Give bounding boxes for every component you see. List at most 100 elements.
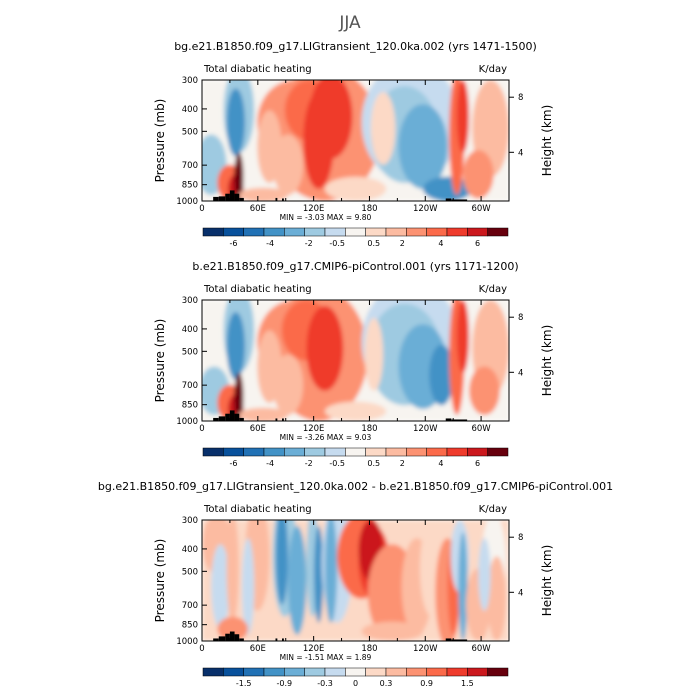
terrain-mask <box>445 198 452 201</box>
x-tick-label: 180 <box>361 424 377 434</box>
x-tick-label: 60E <box>250 204 266 214</box>
y2-tick-label: 8 <box>518 93 523 103</box>
colorbar-swatch <box>385 447 407 457</box>
colorbar-label: 2 <box>400 459 405 468</box>
terrain-mask <box>225 413 230 421</box>
heatmap-cell <box>458 532 468 641</box>
colorbar-label: 2 <box>400 239 405 248</box>
colorbar-label: -2 <box>305 459 313 468</box>
colorbar-label: 0.5 <box>367 459 380 468</box>
colorbar-label: -6 <box>230 459 238 468</box>
colorbar-swatch <box>263 447 285 457</box>
terrain-mask <box>275 197 278 201</box>
colorbar-swatch <box>243 447 265 457</box>
terrain-mask <box>218 196 226 201</box>
x-tick-label: 0 <box>199 644 204 654</box>
y-axis-title: Pressure (mb) <box>153 319 167 403</box>
colorbar-swatch <box>284 667 305 677</box>
heatmap-cell <box>303 92 335 189</box>
colorbar-label: 0 <box>353 679 358 688</box>
colorbar-label: -0.9 <box>277 679 293 688</box>
units-label: K/day <box>479 284 507 295</box>
heatmap-cell <box>257 110 282 183</box>
heatmap-cell <box>234 372 244 421</box>
panel-2: bg.e21.B1850.f09_g17.LIGtransient_120.0k… <box>98 480 613 688</box>
y-tick-label: 1000 <box>176 417 198 427</box>
y2-tick-label: 4 <box>518 368 523 378</box>
heatmap-shading <box>202 80 509 201</box>
panel-title: bg.e21.B1850.f09_g17.LIGtransient_120.0k… <box>174 40 537 53</box>
colorbar-label: 6 <box>475 239 480 248</box>
colorbar-swatch <box>202 447 224 457</box>
terrain-mask <box>239 638 244 641</box>
min-max-label: MIN = -1.51 MAX = 1.89 <box>280 653 372 662</box>
heatmap-cell <box>462 150 494 199</box>
heatmap-cell <box>241 538 255 635</box>
colorbar: -6 -4 -2 -0.5 0.5 2 4 6 <box>202 447 509 468</box>
terrain-mask <box>234 413 240 421</box>
colorbar-swatch <box>263 667 285 677</box>
terrain-mask <box>229 410 235 421</box>
x-tick-label: 60E <box>250 424 266 434</box>
y2-axis-title: Height (km) <box>540 545 554 616</box>
colorbar-swatch <box>487 227 509 237</box>
colorbar-swatch <box>304 227 326 237</box>
y2-tick-label: 4 <box>518 148 523 158</box>
heatmap-cell <box>234 152 244 201</box>
terrain-mask <box>229 190 235 201</box>
colorbar: -6 -4 -2 -0.5 0.5 2 4 6 <box>202 227 509 248</box>
heatmap-cell <box>314 526 324 623</box>
y-tick-label: 400 <box>182 545 198 555</box>
heatmap-cell <box>469 366 500 415</box>
terrain-mask <box>451 419 468 421</box>
units-label: K/day <box>479 504 507 515</box>
colorbar-label: -0.5 <box>329 239 345 248</box>
colorbar-swatch <box>467 667 488 677</box>
heatmap-field <box>202 300 509 421</box>
x-tick-label: 180 <box>361 644 377 654</box>
heatmap-cell <box>324 176 387 201</box>
colorbar-label: 6 <box>475 459 480 468</box>
colorbar: -1.5 -0.9 -0.3 0 0.3 0.9 1.5 <box>202 667 509 688</box>
y-axis-title: Pressure (mb) <box>153 99 167 183</box>
colorbar-swatch <box>446 227 468 237</box>
y-tick-label: 300 <box>182 76 198 86</box>
colorbar-swatch <box>324 667 346 677</box>
y-tick-label: 700 <box>182 161 198 171</box>
colorbar-label: -0.5 <box>329 459 345 468</box>
colorbar-swatch <box>223 227 244 237</box>
colorbar-swatch <box>345 447 366 457</box>
colorbar-swatch <box>243 227 265 237</box>
y2-axis-title: Height (km) <box>540 325 554 396</box>
heatmap-cell <box>217 616 249 641</box>
colorbar-swatch <box>202 667 224 677</box>
colorbar-swatch <box>304 447 326 457</box>
variable-label: Total diabatic heating <box>203 284 312 295</box>
colorbar-swatch <box>223 667 244 677</box>
panel-title: b.e21.B1850.f09_g17.CMIP6-piControl.001 … <box>192 260 518 273</box>
colorbar-swatch <box>385 227 407 237</box>
units-label: K/day <box>479 64 507 75</box>
heatmap-cell <box>456 80 470 153</box>
terrain-mask <box>275 418 278 421</box>
heatmap-cell <box>306 306 344 391</box>
colorbar-swatch <box>385 667 407 677</box>
terrain-mask <box>225 193 230 201</box>
heatmap-cell <box>487 556 506 641</box>
heatmap-cell <box>370 92 396 165</box>
figure-title: JJA <box>338 13 361 33</box>
y-tick-label: 500 <box>182 567 198 577</box>
colorbar-swatch <box>345 667 366 677</box>
colorbar-swatch <box>324 447 346 457</box>
x-tick-label: 0 <box>199 204 204 214</box>
colorbar-swatch <box>487 447 509 457</box>
terrain-mask <box>451 199 468 201</box>
terrain-mask <box>229 631 235 641</box>
y2-tick-label: 8 <box>518 313 523 323</box>
panel-title: bg.e21.B1850.f09_g17.LIGtransient_120.0k… <box>98 480 613 493</box>
panel-0: bg.e21.B1850.f09_g17.LIGtransient_120.0k… <box>153 40 554 248</box>
colorbar-label: -2 <box>305 239 313 248</box>
min-max-label: MIN = -3.03 MAX = 9.80 <box>280 213 372 222</box>
terrain-mask <box>213 196 219 201</box>
heatmap-cell <box>478 538 491 611</box>
